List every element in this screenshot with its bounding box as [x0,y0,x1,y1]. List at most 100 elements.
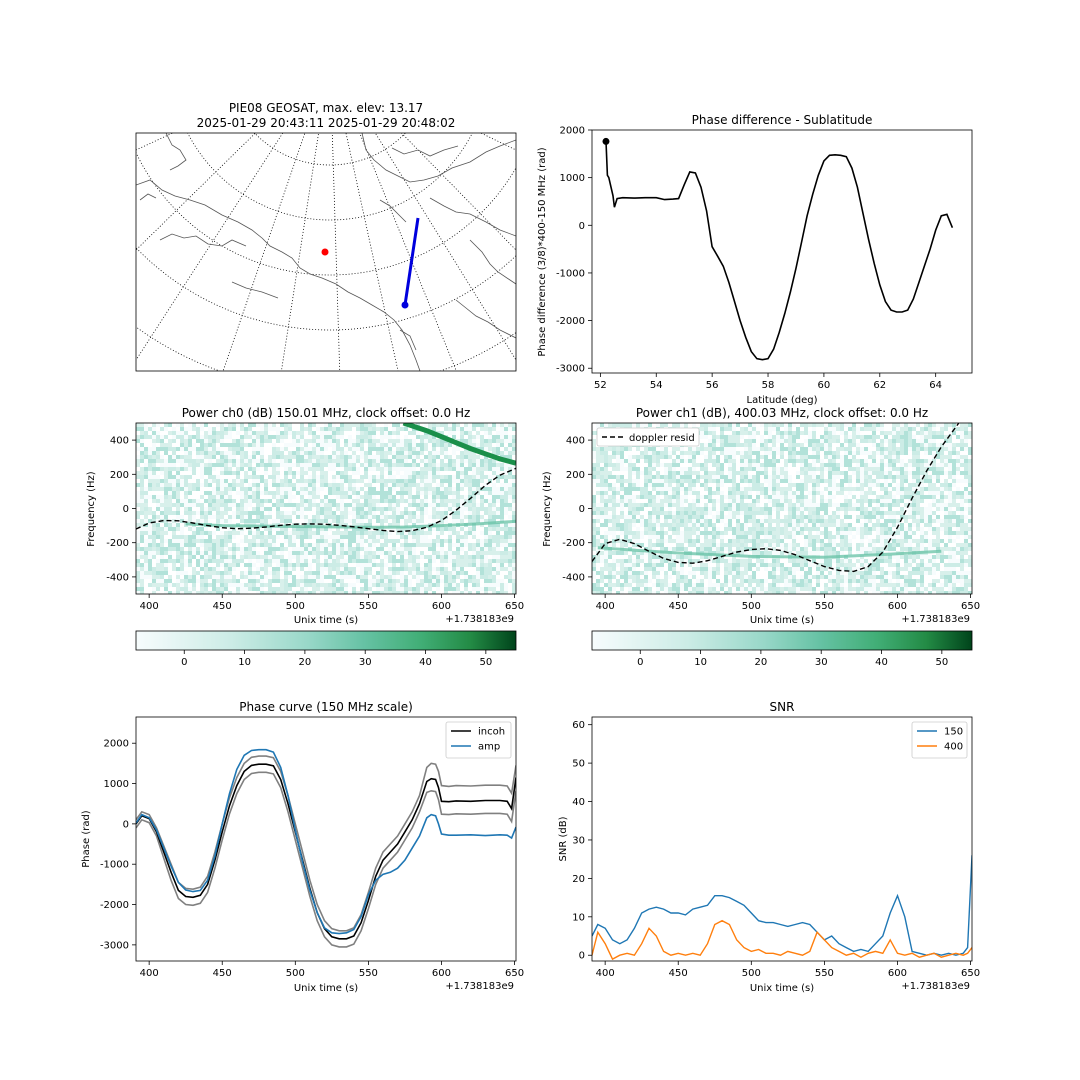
power-ch0-noise-cell [332,475,336,479]
power-ch0-noise-cell [392,483,396,487]
power-ch0-noise-cell [140,451,144,455]
power-ch0-noise-cell [364,467,368,471]
power-ch0-noise-cell [424,495,428,499]
power-ch0-noise-cell [312,567,316,571]
power-ch1-noise-cell [752,431,756,435]
power-ch0-noise-cell [428,503,432,507]
power-ch0-noise-cell [140,575,144,579]
power-ch0-noise-cell [276,423,280,427]
power-ch0-noise-cell [156,475,160,479]
power-ch0-noise-cell [416,443,420,447]
power-ch1-noise-cell [828,443,832,447]
power-ch0-noise-cell [456,567,460,571]
power-ch0-noise-cell [376,511,380,515]
power-ch0-noise-cell [200,435,204,439]
power-ch0-noise-cell [368,435,372,439]
power-ch0-noise-cell [300,431,304,435]
power-ch0-noise-cell [408,451,412,455]
power-ch0-noise-cell [232,507,236,511]
power-ch0-noise-cell [468,511,472,515]
power-ch0-noise-cell [348,583,352,587]
power-ch0-noise-cell [416,503,420,507]
power-ch0-noise-cell [392,475,396,479]
power-ch0-noise-cell [168,515,172,519]
power-ch0-noise-cell [312,447,316,451]
power-ch0-noise-cell [212,579,216,583]
power-ch0-noise-cell [272,423,276,427]
power-ch0-noise-cell [496,563,500,567]
power-ch0-noise-cell [436,559,440,563]
power-ch0-noise-cell [436,555,440,559]
power-ch0-noise-cell [348,539,352,543]
power-ch0-noise-cell [268,531,272,535]
power-ch0-noise-cell [336,439,340,443]
power-ch0-noise-cell [332,459,336,463]
power-ch0-noise-cell [404,539,408,543]
power-ch0-noise-cell [356,471,360,475]
power-ch0-noise-cell [260,439,264,443]
power-ch0-noise-cell [452,507,456,511]
power-ch1-noise-cell [840,439,844,443]
power-ch0-noise-cell [224,459,228,463]
power-ch1-noise-cell [728,447,732,451]
power-ch0-noise-cell [432,531,436,535]
power-ch0-noise-cell [328,579,332,583]
power-ch0-noise-cell [468,547,472,551]
power-ch0-noise-cell [504,583,508,587]
power-ch0-noise-cell [276,495,280,499]
power-ch0-noise-cell [256,455,260,459]
power-ch1-noise-cell [848,431,852,435]
power-ch0-noise-cell [512,435,516,439]
power-ch1-noise-cell [700,439,704,443]
power-ch0-noise-cell [144,559,148,563]
power-ch0-noise-cell [468,579,472,583]
power-ch0-noise-cell [440,567,444,571]
power-ch0-noise-cell [340,451,344,455]
power-ch0-noise-cell [148,579,152,583]
power-ch0-noise-cell [428,435,432,439]
power-ch0-noise-cell [272,471,276,475]
power-ch0-noise-cell [264,487,268,491]
power-ch0-noise-cell [400,507,404,511]
power-ch0-noise-cell [452,503,456,507]
power-ch0-noise-cell [352,583,356,587]
power-ch0-noise-cell [152,591,156,594]
power-ch0-noise-cell [368,531,372,535]
power-ch1-noise-cell [892,427,896,431]
power-ch0-noise-cell [160,455,164,459]
power-ch0-noise-cell [348,467,352,471]
power-ch1-noise-cell [844,435,848,439]
power-ch0-noise-cell [188,443,192,447]
power-ch0-noise-cell [512,423,516,427]
power-ch0-noise-cell [196,539,200,543]
power-ch0-noise-cell [188,539,192,543]
power-ch0-noise-cell [200,539,204,543]
power-ch0-noise-cell [276,535,280,539]
power-ch0-noise-cell [376,519,380,523]
power-ch1-noise-cell [812,423,816,427]
power-ch0-noise-cell [372,503,376,507]
power-ch1-noise-cell [700,435,704,439]
power-ch0-noise-cell [360,471,364,475]
power-ch0-noise-cell [512,487,516,491]
power-ch1-noise-cell [952,435,956,439]
power-ch0-noise-cell [172,479,176,483]
power-ch0-noise-cell [180,591,184,594]
power-ch1-noise-cell [832,423,836,427]
power-ch0-noise-cell [212,439,216,443]
power-ch0-noise-cell [308,535,312,539]
power-ch0-noise-cell [440,447,444,451]
power-ch0-noise-cell [392,555,396,559]
power-ch0-noise-cell [480,511,484,515]
power-ch0-noise-cell [276,439,280,443]
power-ch1-noise-cell [828,427,832,431]
power-ch1-noise-cell [728,427,732,431]
power-ch0-noise-cell [492,499,496,503]
power-ch0-noise-cell [144,591,148,594]
power-ch0-noise-cell [192,455,196,459]
power-ch1-noise-cell [840,431,844,435]
power-ch1-noise-cell [708,431,712,435]
power-ch0-noise-cell [228,551,232,555]
power-ch0-noise-cell [140,439,144,443]
power-ch0-noise-cell [256,499,260,503]
